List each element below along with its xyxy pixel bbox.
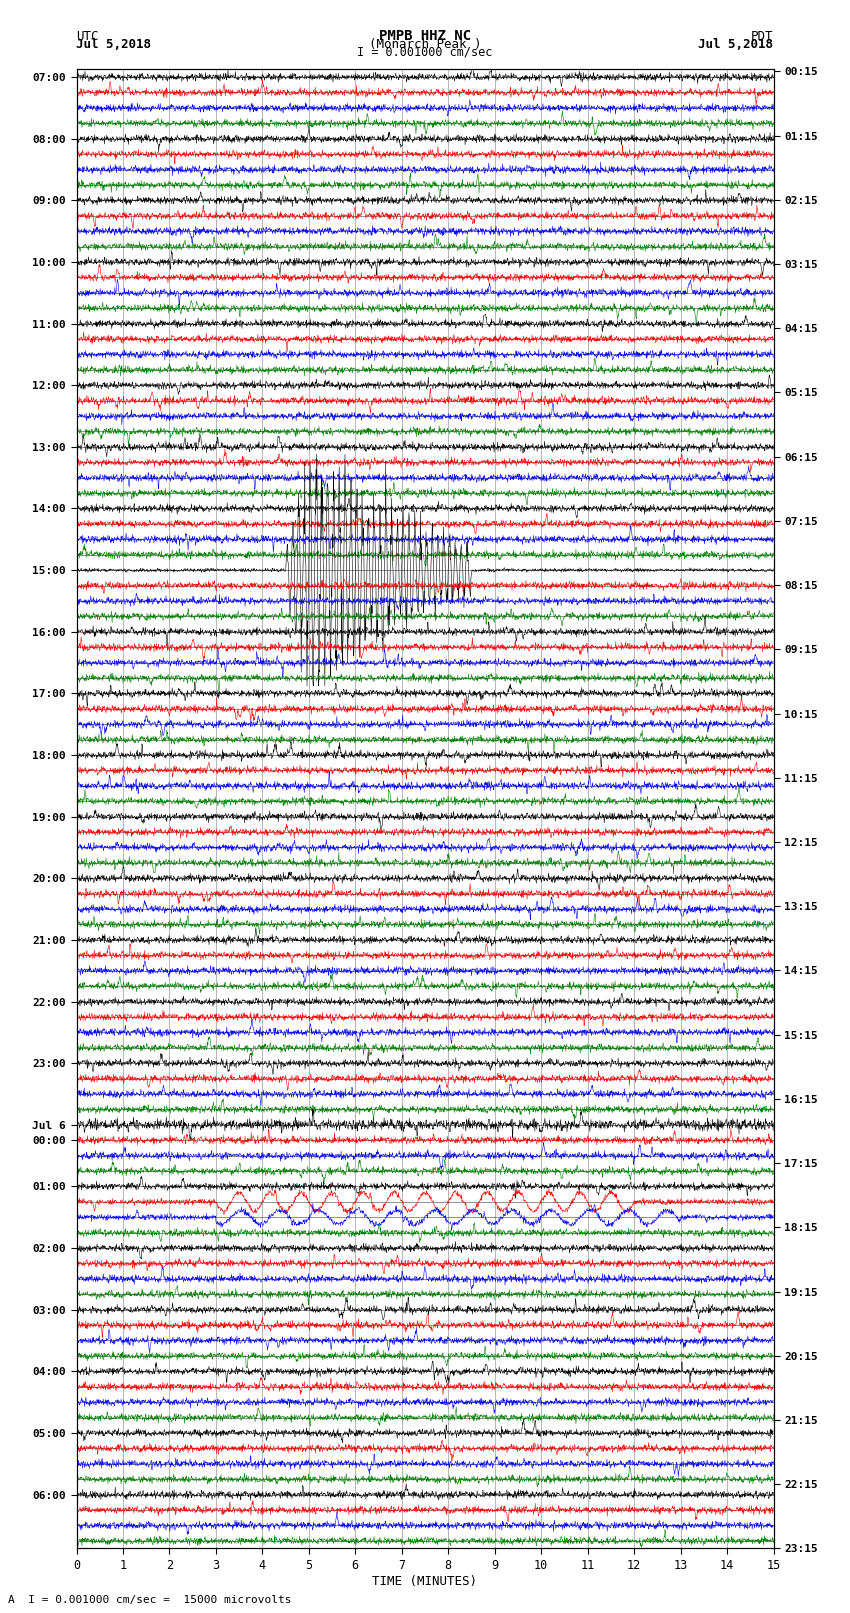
Text: PMPB HHZ NC: PMPB HHZ NC	[379, 29, 471, 44]
Text: A  I = 0.001000 cm/sec =  15000 microvolts: A I = 0.001000 cm/sec = 15000 microvolts	[8, 1595, 292, 1605]
Text: Jul 5,2018: Jul 5,2018	[76, 37, 151, 50]
Text: Jul 5,2018: Jul 5,2018	[699, 37, 774, 50]
Text: UTC: UTC	[76, 29, 99, 44]
X-axis label: TIME (MINUTES): TIME (MINUTES)	[372, 1574, 478, 1587]
Text: (Monarch Peak ): (Monarch Peak )	[369, 37, 481, 50]
Text: PDT: PDT	[751, 29, 774, 44]
Text: I = 0.001000 cm/sec: I = 0.001000 cm/sec	[357, 45, 493, 58]
